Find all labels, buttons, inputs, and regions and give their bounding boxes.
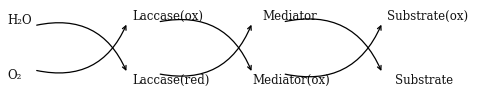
- Text: Laccase(red): Laccase(red): [132, 74, 210, 87]
- Text: Substrate: Substrate: [395, 74, 453, 87]
- Text: Laccase(ox): Laccase(ox): [132, 10, 204, 23]
- Text: Mediator: Mediator: [262, 10, 318, 23]
- Text: H₂O: H₂O: [8, 14, 32, 27]
- Text: Mediator(ox): Mediator(ox): [252, 74, 330, 87]
- Text: O₂: O₂: [8, 69, 22, 82]
- Text: Substrate(ox): Substrate(ox): [388, 10, 468, 23]
